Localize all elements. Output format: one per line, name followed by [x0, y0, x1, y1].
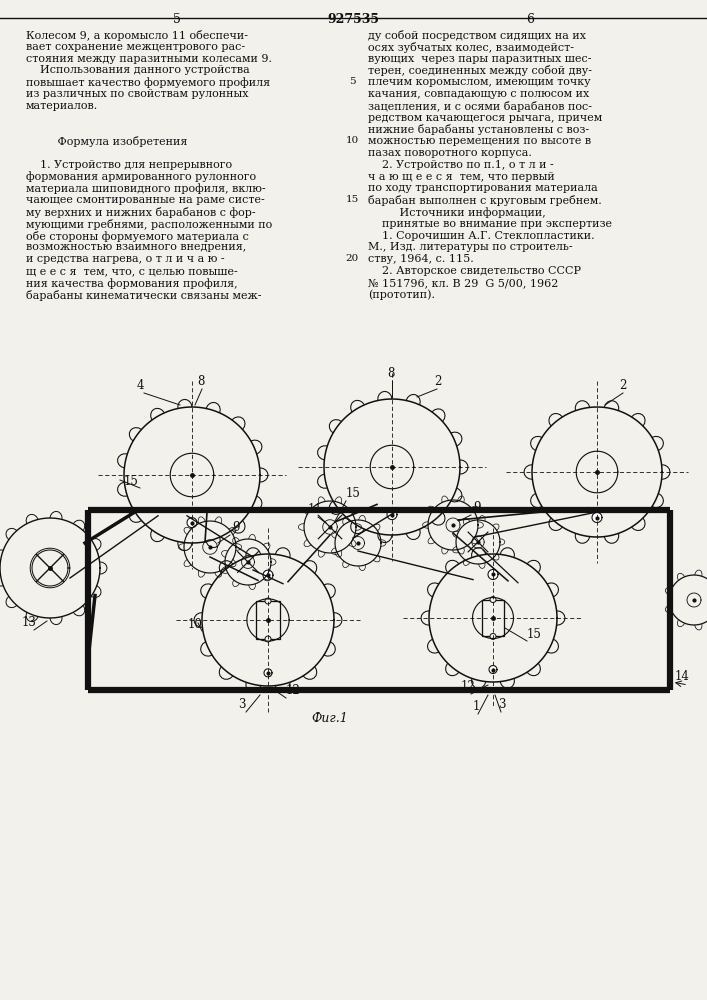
Text: редством качающегося рычага, причем: редством качающегося рычага, причем — [368, 113, 602, 123]
Text: стояния между паразитными колесами 9.: стояния между паразитными колесами 9. — [26, 54, 272, 64]
Text: 3: 3 — [498, 698, 506, 711]
Text: Использования данного устройства: Использования данного устройства — [26, 65, 250, 75]
Text: 5: 5 — [173, 13, 181, 26]
Text: 12: 12 — [286, 684, 300, 697]
Text: по ходу транспортирования материала: по ходу транспортирования материала — [368, 183, 597, 193]
Text: 2. Устройство по п.1, о т л и -: 2. Устройство по п.1, о т л и - — [368, 160, 554, 170]
Text: 20: 20 — [346, 254, 358, 263]
Text: № 151796, кл. В 29  G 5/00, 1962: № 151796, кл. В 29 G 5/00, 1962 — [368, 278, 559, 288]
Text: 9: 9 — [473, 501, 481, 514]
Text: щ е е с я  тем, что, с целью повыше-: щ е е с я тем, что, с целью повыше- — [26, 266, 238, 276]
Text: 15: 15 — [346, 487, 361, 500]
Text: 13: 13 — [22, 616, 37, 629]
Text: 2: 2 — [619, 379, 626, 392]
Bar — [481, 600, 504, 636]
Text: 8: 8 — [197, 375, 204, 388]
Text: ния качества формования профиля,: ния качества формования профиля, — [26, 278, 238, 289]
Text: му верхних и нижних барабанов с фор-: му верхних и нижних барабанов с фор- — [26, 207, 256, 218]
Text: 2. Авторское свидетельство СССР: 2. Авторское свидетельство СССР — [368, 266, 581, 276]
Text: 5: 5 — [349, 77, 356, 86]
Polygon shape — [592, 513, 602, 522]
Text: 15: 15 — [124, 475, 139, 488]
Text: чающее смонтированные на раме систе-: чающее смонтированные на раме систе- — [26, 195, 264, 205]
Text: 9: 9 — [232, 521, 240, 534]
Text: осях зубчатых колес, взаимодейст-: осях зубчатых колес, взаимодейст- — [368, 42, 574, 53]
Polygon shape — [263, 570, 273, 580]
Text: Формула изобретения: Формула изобретения — [26, 136, 187, 147]
Text: мующими гребнями, расположенными по: мующими гребнями, расположенными по — [26, 219, 272, 230]
Text: 12: 12 — [461, 680, 476, 693]
Polygon shape — [387, 510, 397, 520]
Text: ду собой посредством сидящих на их: ду собой посредством сидящих на их — [368, 30, 586, 41]
Text: 10: 10 — [346, 136, 358, 145]
Text: 2: 2 — [434, 375, 441, 388]
Text: М., Изд. литературы по строитель-: М., Изд. литературы по строитель- — [368, 242, 573, 252]
Text: Колесом 9, а коромысло 11 обеспечи-: Колесом 9, а коромысло 11 обеспечи- — [26, 30, 248, 41]
Text: вает сохранение межцентрового рас-: вает сохранение межцентрового рас- — [26, 42, 245, 52]
Text: 11: 11 — [308, 503, 323, 516]
Text: качания, совпадающую с полюсом их: качания, совпадающую с полюсом их — [368, 89, 589, 99]
Text: ч а ю щ е е с я  тем, что первый: ч а ю щ е е с я тем, что первый — [368, 172, 555, 182]
Text: формования армированного рулонного: формования армированного рулонного — [26, 172, 256, 182]
Text: 15: 15 — [527, 628, 542, 641]
Text: 1. Устройство для непрерывного: 1. Устройство для непрерывного — [26, 160, 232, 170]
Circle shape — [490, 633, 496, 639]
Text: повышает качество формуемого профиля: повышает качество формуемого профиля — [26, 77, 270, 88]
Text: обе стороны формуемого материала с: обе стороны формуемого материала с — [26, 231, 249, 242]
Text: 3: 3 — [238, 698, 245, 711]
Polygon shape — [488, 569, 498, 579]
Text: нижние барабаны установлены с воз-: нижние барабаны установлены с воз- — [368, 124, 589, 135]
Text: из различных по свойствам рулонных: из различных по свойствам рулонных — [26, 89, 248, 99]
Text: 10: 10 — [188, 618, 203, 631]
Text: материалов.: материалов. — [26, 101, 98, 111]
Circle shape — [265, 598, 271, 604]
Text: 6: 6 — [526, 13, 534, 26]
Text: плечим коромыслом, имеющим точку: плечим коромыслом, имеющим точку — [368, 77, 590, 87]
Text: вующих  через пары паразитных шес-: вующих через пары паразитных шес- — [368, 54, 592, 64]
Text: ству, 1964, с. 115.: ству, 1964, с. 115. — [368, 254, 474, 264]
Text: 4: 4 — [137, 379, 144, 392]
Text: материала шиповидного профиля, вклю-: материала шиповидного профиля, вклю- — [26, 183, 266, 194]
Text: можностью перемещения по высоте в: можностью перемещения по высоте в — [368, 136, 591, 146]
Text: Источники информации,: Источники информации, — [368, 207, 546, 218]
Text: терен, соединенных между собой дву-: терен, соединенных между собой дву- — [368, 65, 592, 76]
Text: 8: 8 — [387, 367, 395, 380]
Polygon shape — [187, 518, 197, 528]
Text: 1: 1 — [473, 700, 480, 713]
Text: (прототип).: (прототип). — [368, 290, 435, 300]
Text: 15: 15 — [346, 195, 358, 204]
Text: Фиг.1: Фиг.1 — [312, 712, 349, 725]
Text: 1. Сорочишин А.Г. Стеклопластики.: 1. Сорочишин А.Г. Стеклопластики. — [368, 231, 595, 241]
Text: барабаны кинематически связаны меж-: барабаны кинематически связаны меж- — [26, 290, 262, 301]
Polygon shape — [264, 669, 272, 677]
Circle shape — [490, 597, 496, 603]
Text: и средства нагрева, о т л и ч а ю -: и средства нагрева, о т л и ч а ю - — [26, 254, 225, 264]
Text: пазах поворотного корпуса.: пазах поворотного корпуса. — [368, 148, 532, 158]
Text: принятые во внимание при экспертизе: принятые во внимание при экспертизе — [368, 219, 612, 229]
Bar — [257, 601, 279, 639]
Text: 14: 14 — [675, 670, 690, 683]
Text: зацепления, и с осями барабанов пос-: зацепления, и с осями барабанов пос- — [368, 101, 592, 112]
Text: барабан выполнен с круговым гребнем.: барабан выполнен с круговым гребнем. — [368, 195, 602, 206]
Polygon shape — [489, 666, 497, 674]
Text: возможностью взаимного внедрения,: возможностью взаимного внедрения, — [26, 242, 246, 252]
Text: 927535: 927535 — [327, 13, 379, 26]
Circle shape — [265, 636, 271, 642]
